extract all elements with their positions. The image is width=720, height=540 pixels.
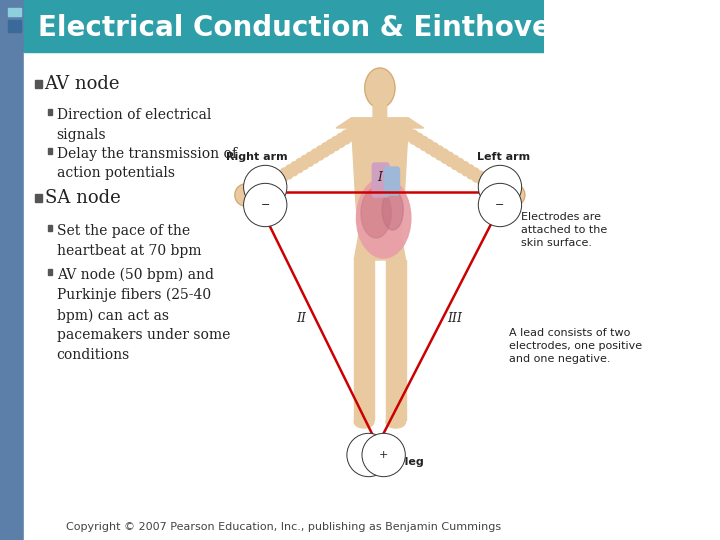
Bar [48,269,52,275]
Text: AV node (50 bpm) and
Purkinje fibers (25-40
bpm) can act as
pacemakers under som: AV node (50 bpm) and Purkinje fibers (25… [57,268,230,362]
Ellipse shape [264,178,272,192]
Ellipse shape [492,181,500,195]
Ellipse shape [310,149,320,163]
Bar [48,225,52,231]
Text: AV node: AV node [45,75,120,93]
Text: −: − [261,182,270,192]
Ellipse shape [414,133,424,147]
Text: Electrodes are
attached to the
skin surface.: Electrodes are attached to the skin surf… [521,212,608,248]
Ellipse shape [504,184,525,206]
Text: +: + [495,182,505,192]
Ellipse shape [254,184,262,198]
Text: A lead consists of two
electrodes, one positive
and one negative.: A lead consists of two electrodes, one p… [509,328,642,364]
Bar [35,194,42,202]
Ellipse shape [456,159,464,173]
Ellipse shape [356,178,411,258]
Text: +: + [364,450,373,460]
Ellipse shape [249,187,257,201]
Text: Right arm: Right arm [226,152,287,162]
Ellipse shape [325,140,336,154]
Ellipse shape [451,156,459,170]
Bar [0,0,24,540]
Ellipse shape [419,137,429,151]
Text: I: I [377,171,382,184]
Text: Left leg: Left leg [377,457,424,467]
Polygon shape [354,260,374,420]
Text: Copyright © 2007 Pearson Education, Inc., publishing as Benjamin Cummings: Copyright © 2007 Pearson Education, Inc.… [66,522,502,532]
Ellipse shape [386,416,405,428]
Text: II: II [297,312,306,325]
Bar [7,20,21,32]
Ellipse shape [320,143,330,157]
Text: SA node: SA node [45,189,120,207]
Ellipse shape [487,178,495,192]
Text: −: − [261,200,270,210]
Bar [48,148,52,154]
Polygon shape [386,260,405,420]
Ellipse shape [482,174,490,188]
Ellipse shape [341,130,351,144]
Ellipse shape [346,127,356,141]
Bar [7,8,21,16]
Ellipse shape [259,181,267,195]
Ellipse shape [408,130,419,144]
Ellipse shape [445,152,454,166]
Text: Left arm: Left arm [477,152,531,162]
Ellipse shape [336,133,346,147]
Bar [24,0,544,52]
Ellipse shape [305,152,315,166]
Ellipse shape [424,140,434,154]
Text: Direction of electrical
signals: Direction of electrical signals [57,108,211,141]
Ellipse shape [435,146,444,160]
Ellipse shape [269,174,278,188]
Ellipse shape [498,184,505,198]
Ellipse shape [354,416,374,428]
Ellipse shape [274,171,283,185]
Ellipse shape [503,187,510,201]
Text: Set the pace of the
heartbeat at 70 bpm: Set the pace of the heartbeat at 70 bpm [57,224,201,258]
Ellipse shape [361,188,391,238]
Polygon shape [354,235,405,260]
FancyBboxPatch shape [373,105,387,121]
Ellipse shape [467,165,475,179]
Circle shape [365,68,395,108]
Ellipse shape [300,156,309,170]
Ellipse shape [280,168,288,182]
Ellipse shape [285,165,294,179]
Ellipse shape [477,171,485,185]
Ellipse shape [430,143,439,157]
Text: III: III [447,312,462,325]
Bar [35,80,42,88]
Ellipse shape [295,159,304,173]
Text: −: − [495,200,505,210]
Bar [48,109,52,115]
Ellipse shape [290,162,299,176]
Ellipse shape [382,190,403,230]
Ellipse shape [403,127,414,141]
Text: +: + [379,450,388,460]
Polygon shape [336,118,423,128]
Polygon shape [351,118,408,235]
Ellipse shape [315,146,325,160]
Ellipse shape [330,137,341,151]
FancyBboxPatch shape [372,163,389,197]
FancyBboxPatch shape [384,167,400,195]
Ellipse shape [235,184,256,206]
Ellipse shape [461,162,470,176]
Ellipse shape [472,168,480,182]
Text: Electrical Conduction & Einthoven’s Triangle: Electrical Conduction & Einthoven’s Tria… [37,14,720,42]
Ellipse shape [440,149,449,163]
Text: Delay the transmission of
action potentials: Delay the transmission of action potenti… [57,147,237,180]
